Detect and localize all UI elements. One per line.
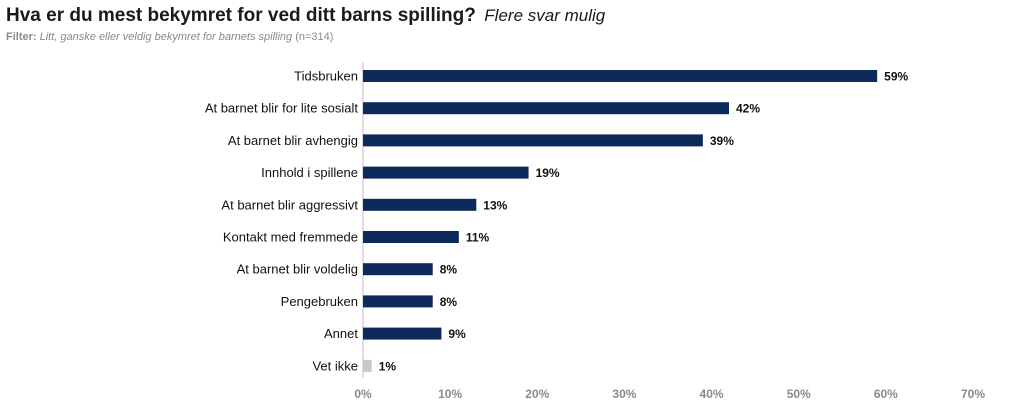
value-label: 39%: [710, 134, 734, 148]
bar: [363, 198, 477, 211]
category-label: At barnet blir for lite sosialt: [205, 101, 359, 116]
bar: [363, 263, 433, 276]
category-label: At barnet blir voldelig: [237, 262, 358, 277]
category-label: Tidsbruken: [294, 69, 358, 84]
category-label: Innhold i spillene: [261, 165, 358, 180]
category-label: Kontakt med fremmede: [223, 230, 358, 245]
value-label: 11%: [466, 231, 490, 245]
value-label: 59%: [884, 70, 908, 84]
x-tick-label: 30%: [612, 387, 636, 401]
category-label: At barnet blir aggressivt: [221, 197, 358, 212]
value-label: 8%: [440, 295, 458, 309]
bar: [363, 231, 459, 243]
value-label: 8%: [440, 263, 458, 277]
value-label: 42%: [736, 102, 760, 116]
filter-note: Filter: Litt, ganske eller veldig bekymr…: [6, 31, 333, 43]
bar: [363, 295, 433, 308]
bar: [363, 134, 703, 147]
x-tick-label: 0%: [354, 387, 372, 401]
x-tick-label: 10%: [438, 387, 462, 401]
category-label: Pengebruken: [281, 294, 358, 309]
bar: [363, 70, 878, 82]
filter-label: Filter:: [6, 31, 37, 43]
filter-sample-size: (n=314): [295, 31, 334, 43]
category-label: Annet: [324, 326, 358, 341]
value-label: 9%: [448, 327, 466, 341]
category-label: At barnet blir avhengig: [228, 133, 358, 148]
chart-subtitle: Flere svar mulig: [484, 6, 606, 25]
bar: [363, 166, 529, 179]
x-tick-label: 40%: [700, 387, 724, 401]
bar: [363, 359, 372, 372]
bar: [363, 327, 442, 340]
x-tick-label: 20%: [525, 387, 549, 401]
x-tick-label: 50%: [787, 387, 811, 401]
value-label: 1%: [379, 359, 397, 373]
filter-text: Litt, ganske eller veldig bekymret for b…: [39, 31, 293, 43]
value-label: 13%: [483, 198, 507, 212]
bar: [363, 102, 729, 115]
chart-title-row: Hva er du mest bekymret for ved ditt bar…: [6, 5, 605, 27]
x-tick-label: 70%: [961, 387, 985, 401]
value-label: 19%: [536, 166, 560, 180]
category-label: Vet ikke: [312, 358, 358, 373]
chart-title: Hva er du mest bekymret for ved ditt bar…: [6, 5, 476, 26]
x-tick-label: 60%: [874, 387, 898, 401]
